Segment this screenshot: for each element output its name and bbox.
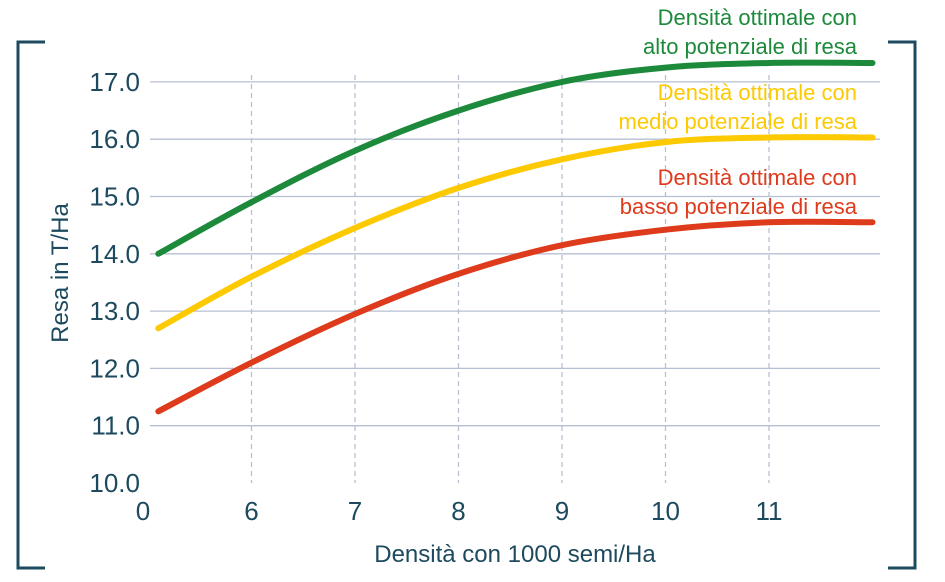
series-label-medio: medio potenziale di resa — [619, 109, 858, 134]
y-tick-label: 12.0 — [89, 353, 140, 383]
left-bracket — [16, 40, 45, 570]
x-tick-label: 0 — [136, 496, 150, 526]
x-tick-label: 6 — [244, 496, 258, 526]
y-tick-label: 16.0 — [89, 124, 140, 154]
y-tick-label: 11.0 — [91, 411, 140, 441]
series-label-basso: Densità ottimale con — [658, 165, 857, 190]
y-tick-label: 10.0 — [89, 468, 140, 498]
x-tick-label: 8 — [451, 496, 465, 526]
series-line-alto — [155, 59, 876, 257]
y-tick-labels: 10.0 11.0 12.0 13.0 14.0 15.0 16.0 17.0 — [89, 67, 140, 498]
series-label-medio: Densità ottimale con — [658, 80, 857, 105]
x-tick-label: 7 — [348, 496, 362, 526]
x-tick-labels: 0 6 7 8 9 10 11 — [136, 496, 783, 526]
series-lines — [155, 59, 876, 415]
y-tick-label: 13.0 — [89, 296, 140, 326]
x-tick-label: 11 — [756, 496, 783, 526]
x-axis-title: Densità con 1000 semi/Ha — [374, 541, 656, 568]
x-tick-label: 9 — [555, 496, 569, 526]
y-tick-label: 17.0 — [89, 67, 140, 97]
right-bracket — [888, 40, 917, 570]
series-labels: Densità ottimale con alto potenziale di r… — [619, 5, 858, 219]
series-line-medio — [155, 134, 876, 332]
series-label-basso: basso potenziale di resa — [620, 194, 858, 219]
series-label-alto: alto potenziale di resa — [643, 34, 858, 59]
x-tick-label: 10 — [651, 496, 680, 526]
y-tick-label: 14.0 — [89, 239, 140, 269]
series-line-basso — [155, 218, 876, 415]
y-axis-title: Resa in T/Ha — [47, 203, 74, 343]
series-label-alto: Densità ottimale con — [658, 5, 857, 30]
y-tick-label: 15.0 — [89, 182, 140, 212]
